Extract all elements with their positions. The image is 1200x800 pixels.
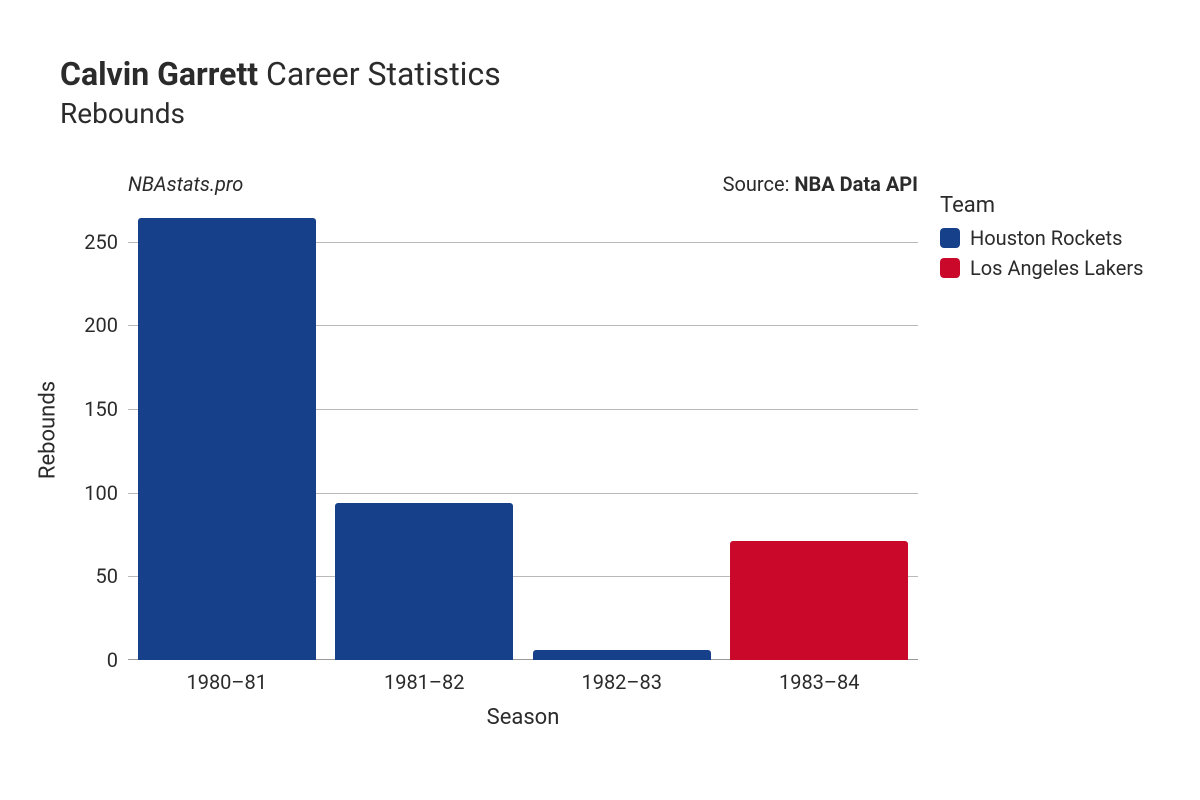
title-player: Calvin Garrett	[60, 55, 258, 93]
plot-area: 0501001502002501980–811981–821982–831983…	[128, 200, 918, 660]
watermark-text: NBAstats.pro	[128, 172, 243, 196]
x-tick-label: 1980–81	[186, 660, 267, 694]
y-tick-label: 200	[84, 313, 128, 337]
chart-container: Calvin Garrett Career Statistics Rebound…	[0, 0, 1200, 800]
bar	[730, 541, 908, 660]
chart-subtitle: Rebounds	[60, 97, 501, 130]
x-axis-title: Season	[128, 705, 918, 730]
y-tick-label: 250	[84, 230, 128, 254]
legend-swatch	[940, 258, 960, 278]
bar	[138, 218, 316, 660]
legend-label: Houston Rockets	[970, 226, 1122, 250]
legend-swatch	[940, 228, 960, 248]
source-label: Source:	[723, 172, 795, 196]
y-tick-label: 150	[84, 397, 128, 421]
x-tick-label: 1982–83	[581, 660, 662, 694]
y-tick-label: 0	[107, 648, 128, 672]
source-value: NBA Data API	[794, 172, 918, 196]
legend-item: Houston Rockets	[940, 226, 1143, 250]
title-suffix: Career Statistics	[266, 55, 501, 93]
title-block: Calvin Garrett Career Statistics Rebound…	[60, 55, 501, 130]
y-tick-label: 100	[84, 481, 128, 505]
y-tick-label: 50	[96, 564, 128, 588]
x-tick-label: 1983–84	[779, 660, 860, 694]
x-tick-label: 1981–82	[384, 660, 465, 694]
legend-title: Team	[940, 193, 1143, 218]
chart-title: Calvin Garrett Career Statistics	[60, 55, 501, 93]
bar	[533, 650, 711, 660]
bar	[335, 503, 513, 660]
legend: Team Houston Rockets Los Angeles Lakers	[940, 193, 1143, 286]
y-axis-title: Rebounds	[36, 381, 61, 479]
legend-label: Los Angeles Lakers	[970, 256, 1143, 280]
source-text: Source: NBA Data API	[723, 172, 918, 196]
legend-item: Los Angeles Lakers	[940, 256, 1143, 280]
meta-row: NBAstats.pro Source: NBA Data API	[128, 172, 918, 196]
